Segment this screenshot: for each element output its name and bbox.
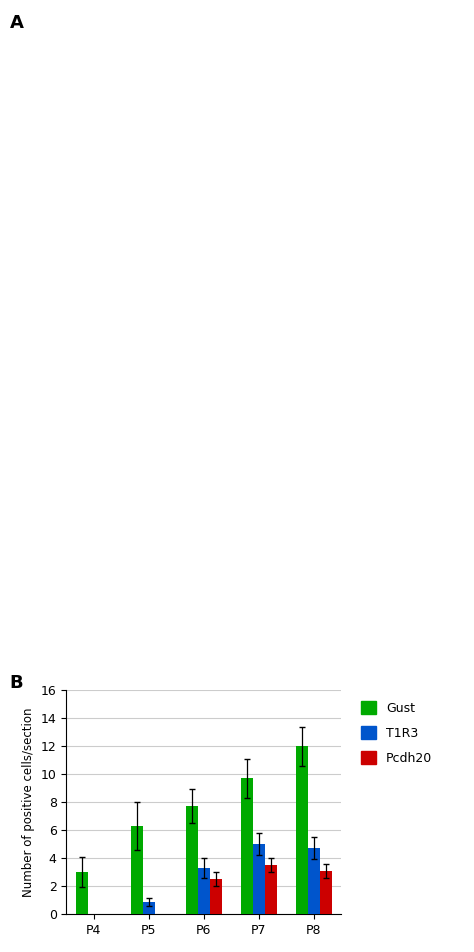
Bar [241, 779, 253, 914]
Bar [265, 865, 277, 914]
Bar [131, 825, 143, 914]
Bar [296, 746, 308, 914]
Legend: Gust, T1R3, Pcdh20: Gust, T1R3, Pcdh20 [356, 697, 437, 770]
Bar [308, 848, 320, 914]
Bar [253, 844, 265, 914]
Text: A: A [9, 14, 23, 32]
Y-axis label: Number of positive cells/section: Number of positive cells/section [22, 707, 35, 897]
Bar [198, 868, 210, 914]
Bar [320, 870, 332, 914]
Text: B: B [9, 674, 23, 692]
Bar [76, 872, 88, 914]
Bar [143, 902, 155, 914]
Bar [210, 879, 222, 914]
Bar [186, 806, 198, 914]
